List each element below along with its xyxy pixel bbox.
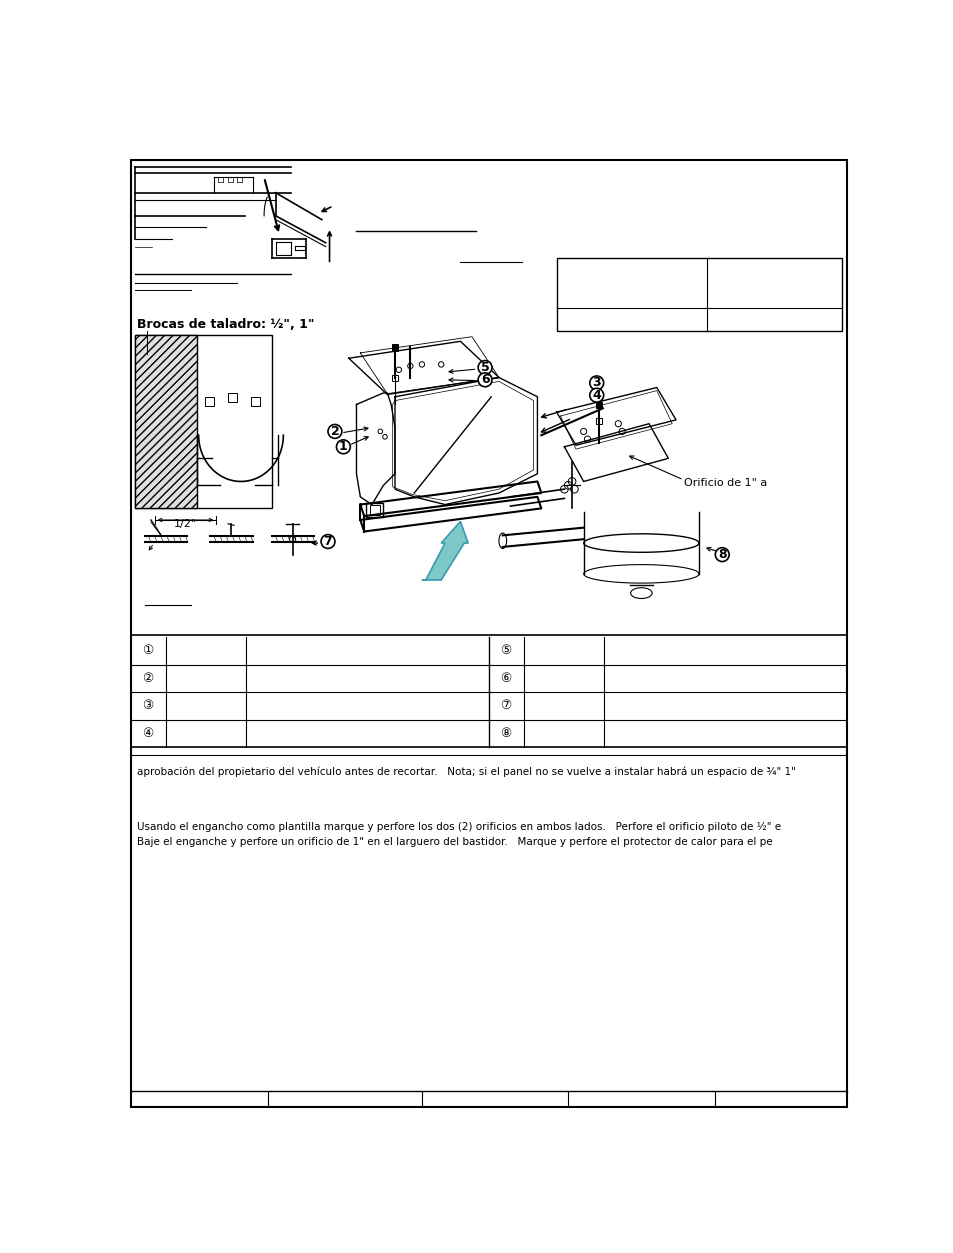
Text: ④: ④ (142, 727, 153, 739)
Text: 6: 6 (480, 373, 489, 386)
Text: aprobación del propietario del vehículo antes de recortar.   Nota; si el panel n: aprobación del propietario del vehículo … (137, 767, 795, 777)
Bar (369, 505, 380, 515)
Text: 1: 1 (338, 440, 348, 454)
Circle shape (477, 361, 492, 375)
Bar (251, 397, 260, 406)
Text: 8: 8 (718, 548, 726, 561)
Circle shape (328, 425, 341, 439)
Text: ⑦: ⑦ (499, 699, 511, 712)
Text: Brocas de taladro: ½", 1": Brocas de taladro: ½", 1" (137, 318, 314, 331)
Bar (205, 397, 213, 406)
Text: Usando el engancho como plantilla marque y perfore los dos (2) orificios en ambo: Usando el engancho como plantilla marque… (137, 822, 781, 832)
Bar (596, 402, 601, 408)
Text: ②: ② (142, 672, 153, 685)
Circle shape (589, 388, 603, 402)
Text: ⑧: ⑧ (499, 727, 511, 739)
Polygon shape (421, 521, 468, 580)
Text: 7: 7 (323, 535, 332, 548)
Text: 2: 2 (330, 425, 339, 437)
Text: ⑥: ⑥ (499, 672, 511, 685)
Text: ③: ③ (142, 699, 153, 712)
Bar (228, 393, 237, 402)
Bar (366, 502, 383, 517)
Bar (392, 345, 397, 351)
Bar (557, 258, 841, 331)
Bar (135, 335, 197, 509)
Text: 1/2": 1/2" (173, 519, 197, 529)
Bar (135, 335, 197, 509)
Text: ⑤: ⑤ (499, 644, 511, 658)
Bar (392, 375, 397, 381)
Circle shape (336, 440, 350, 454)
Circle shape (321, 535, 335, 549)
Text: Baje el enganche y perfore un orificio de 1" en el larguero del bastidor.   Marq: Baje el enganche y perfore un orificio d… (137, 837, 772, 847)
Circle shape (715, 548, 728, 561)
Text: 4: 4 (592, 388, 600, 402)
Text: 3: 3 (592, 376, 600, 390)
Text: ①: ① (142, 644, 153, 658)
Circle shape (589, 376, 603, 390)
Bar (596, 417, 601, 424)
Bar (135, 335, 272, 509)
Text: 5: 5 (480, 361, 489, 373)
Text: Orificio de 1" a: Orificio de 1" a (683, 477, 766, 487)
Circle shape (477, 373, 492, 387)
